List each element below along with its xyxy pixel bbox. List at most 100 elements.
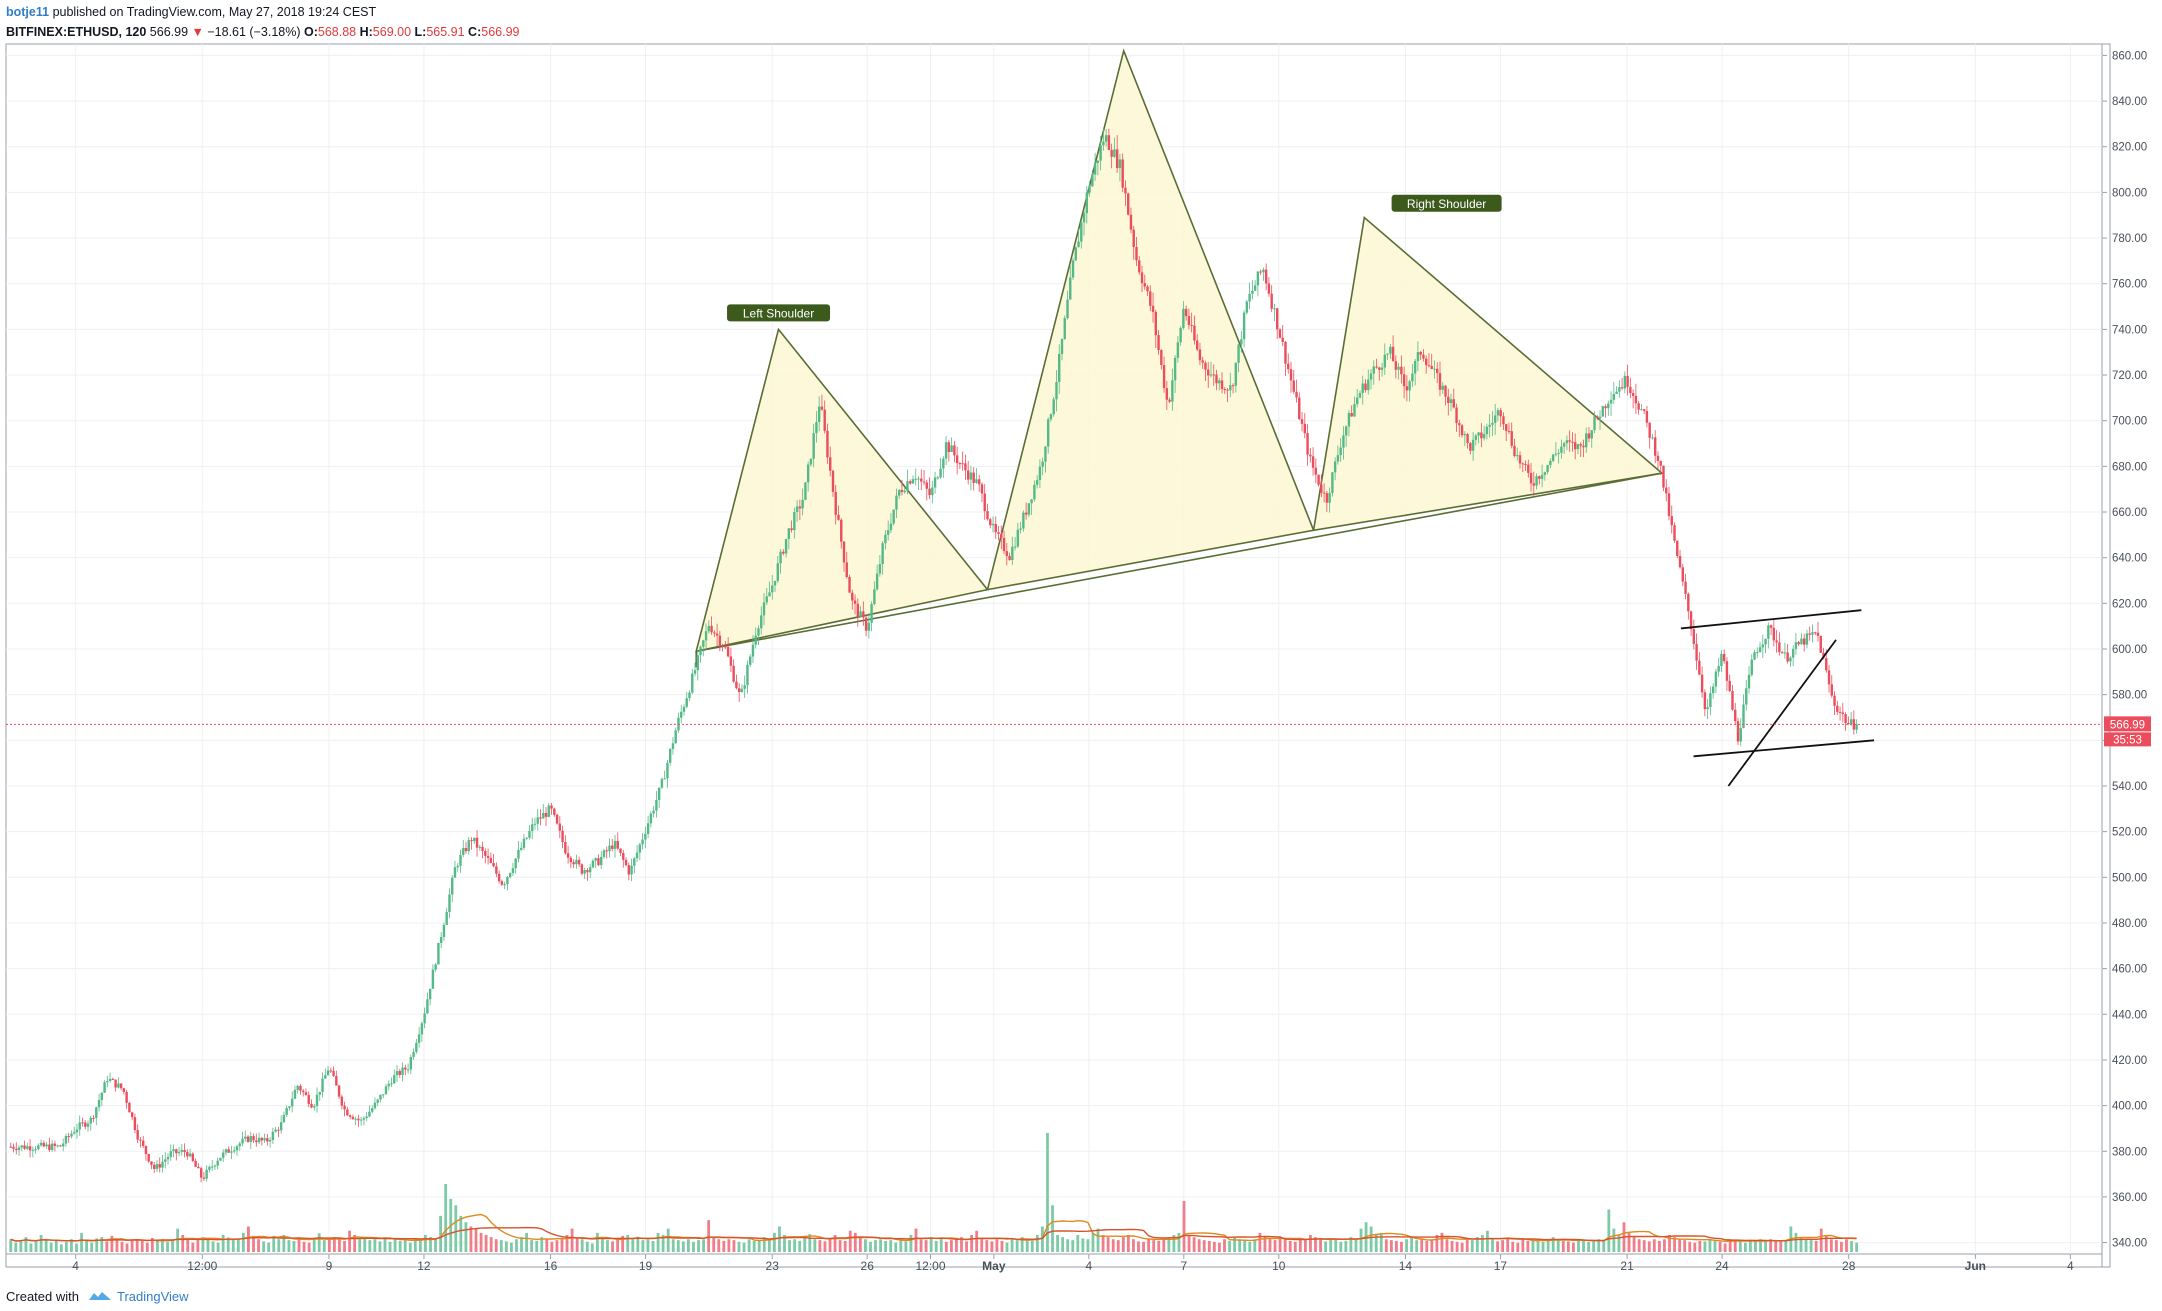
candle-body [1193, 325, 1196, 341]
time-axis[interactable]: 4 12:00 9 12 16 19 23 26 12:00 May 4 7 10 14 17 21 24 28 J… [72, 1254, 2074, 1273]
candle-body [351, 1116, 355, 1120]
price-tick-label: 820.00 [2112, 142, 2147, 154]
volume-bar [1395, 1240, 1398, 1252]
candle-body [1270, 293, 1273, 309]
candle-body [1852, 719, 1856, 730]
candle-body [467, 840, 470, 852]
candle-body [1071, 260, 1075, 278]
volume-bar [49, 1242, 53, 1252]
volume-bar [408, 1242, 412, 1252]
price-tick-label: 360.00 [2112, 1192, 2147, 1204]
author-name[interactable]: botje11 [6, 5, 50, 19]
volume-bar [327, 1238, 331, 1252]
candle-body [1742, 704, 1745, 729]
volume-bar [510, 1242, 513, 1252]
volume-bar [858, 1237, 862, 1252]
volume-bar [1410, 1237, 1413, 1252]
candle-body [362, 1118, 366, 1120]
candle-body [445, 912, 448, 925]
volume-bar [64, 1241, 68, 1252]
candle-body [702, 640, 705, 647]
volume-bar [1501, 1240, 1505, 1252]
candle-body [1565, 440, 1569, 444]
time-tick-label: 17 [1494, 1259, 1508, 1273]
candle-body [771, 585, 774, 593]
candle-body [324, 1075, 327, 1079]
volume-bar [1814, 1240, 1818, 1252]
candle-body [1135, 247, 1138, 261]
candle-body [1789, 657, 1792, 662]
brand-name: TradingView [116, 1288, 189, 1304]
candle-body [1173, 357, 1177, 381]
candle-body [911, 479, 915, 484]
candle-body [804, 482, 807, 500]
candle-body [417, 1034, 421, 1043]
candle-body [1364, 383, 1367, 391]
candle-body [1104, 135, 1108, 142]
volume-bar [1460, 1242, 1464, 1252]
candle-body [133, 1117, 137, 1131]
price-tick-label: 520.00 [2112, 827, 2147, 839]
candle-body [1645, 410, 1649, 423]
candle-body [815, 422, 818, 434]
candle-body [1458, 423, 1461, 426]
candle-body [1187, 316, 1191, 325]
price-tick-label: 380.00 [2112, 1146, 2147, 1158]
volume-bar [717, 1239, 721, 1252]
candle-body [566, 853, 570, 858]
candle-body [519, 847, 523, 850]
volume-bar [1076, 1235, 1080, 1252]
candle-body [1328, 492, 1331, 503]
volume-bar [1071, 1240, 1075, 1252]
candle-body [1441, 385, 1444, 390]
volume-bar [211, 1241, 215, 1252]
candle-body [1687, 593, 1690, 612]
candle-body [1234, 362, 1238, 386]
brand-link[interactable]: TradingView [87, 1289, 189, 1304]
price-tick-label: 500.00 [2112, 872, 2147, 884]
candle-body [1218, 380, 1221, 384]
candle-body [1182, 308, 1185, 328]
candle-body [1629, 386, 1632, 394]
price-axis[interactable]: 860.00 840.00 820.00 800.00 780.00 760.00 740.… [2102, 50, 2151, 1250]
candle-body [514, 858, 517, 869]
candle-body [1447, 396, 1450, 404]
volume-bar [494, 1239, 498, 1252]
candle-body [1756, 652, 1759, 654]
volume-bar [1293, 1241, 1297, 1252]
volume-bar [1086, 1239, 1090, 1252]
candle-body [870, 604, 873, 623]
volume-bar [54, 1240, 58, 1252]
candle-body [817, 406, 821, 423]
volume-bar [1526, 1240, 1530, 1252]
candle-body [387, 1083, 390, 1087]
candle-body [881, 543, 884, 565]
volume-bar [388, 1241, 392, 1252]
candle-body [953, 445, 956, 456]
candle-body [1535, 476, 1538, 486]
volume-bar [555, 1240, 559, 1252]
volume-bar [1769, 1239, 1773, 1252]
volume-bar [1379, 1232, 1383, 1252]
volume-bar [904, 1241, 908, 1252]
candle-body [693, 670, 697, 674]
volume-bar [504, 1241, 508, 1252]
candle-body [1637, 403, 1640, 410]
volume-bar [1167, 1237, 1171, 1252]
volume-bar [1819, 1228, 1823, 1252]
candle-body [613, 840, 617, 849]
candle-body [1573, 442, 1577, 450]
candle-body [1099, 145, 1102, 161]
candle-body [1295, 391, 1298, 398]
volume-bar [166, 1241, 169, 1252]
trend-line [1693, 739, 1875, 758]
candle-body [219, 1157, 222, 1161]
candle-body [95, 1107, 98, 1118]
candle-body [332, 1070, 335, 1076]
volume-bar [697, 1240, 700, 1252]
candle-body [1659, 461, 1662, 466]
candle-body [1322, 492, 1326, 494]
candle-body [78, 1122, 81, 1130]
volume-bar [955, 1239, 958, 1252]
